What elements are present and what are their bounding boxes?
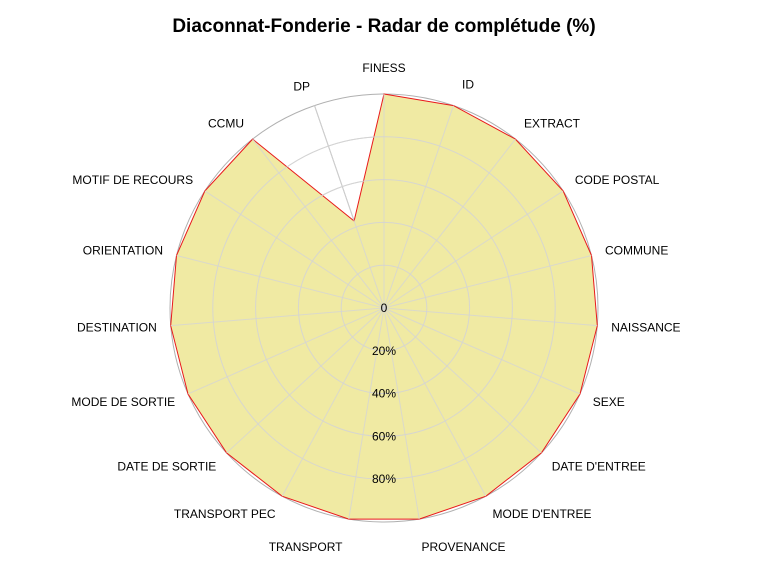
- radar-spoke-overlay: [187, 307, 385, 395]
- radar-spoke-overlay: [176, 254, 385, 309]
- radar-axis-label: COMMUNE: [605, 244, 668, 258]
- radar-axis-label: PROVENANCE: [422, 540, 506, 554]
- radar-axis-label: ID: [462, 78, 474, 92]
- radar-axis-label: TRANSPORT PEC: [174, 507, 276, 521]
- radar-axis-label: DESTINATION: [77, 320, 157, 334]
- radar-spoke-overlay: [383, 307, 420, 520]
- radar-axis-label: EXTRACT: [524, 116, 581, 130]
- radar-grid-ring-overlay: [212, 136, 556, 480]
- radar-axis-label: MODE DE SORTIE: [71, 395, 175, 409]
- radar-tick-label: 0: [381, 301, 388, 315]
- radar-axis-label: MOTIF DE RECOURS: [72, 173, 193, 187]
- radar-area: [170, 93, 598, 520]
- radar-spoke-overlay: [383, 307, 542, 454]
- radar-axis-label: ORIENTATION: [83, 244, 163, 258]
- radar-spoke-overlay: [170, 307, 385, 327]
- chart-title: Diaconnat-Fonderie - Radar de complétude…: [172, 16, 596, 37]
- radar-axis-label: TRANSPORT: [269, 540, 343, 554]
- radar-tick-label: 40%: [372, 387, 396, 401]
- radar-axis-label: SEXE: [593, 395, 625, 409]
- radar-axis-labels: FINESS ID EXTRACT CODE POSTAL COMMUNE NAISSAN…: [71, 61, 680, 554]
- radar-axis-label: FINESS: [362, 61, 405, 75]
- radar-spoke-overlay: [348, 307, 385, 520]
- radar-axis-label: CODE POSTAL: [575, 173, 660, 187]
- radar-grid-ring-overlay: [255, 179, 513, 437]
- radar-axis-label: MODE D'ENTREE: [493, 507, 592, 521]
- radar-axis-label: DATE DE SORTIE: [117, 460, 216, 474]
- radar-spoke-overlay: [383, 190, 564, 309]
- radar-axis-label: CCMU: [208, 116, 244, 130]
- radar-tick-label: 60%: [372, 429, 396, 443]
- radar-tick-label: 20%: [372, 344, 396, 358]
- radar-grid-ring-overlay: [340, 264, 428, 352]
- radar-tick-labels: 0 20% 40% 60% 80%: [372, 301, 396, 486]
- radar-spoke-overlay: [383, 105, 454, 309]
- radar-spoke-overlay: [281, 307, 385, 497]
- radar-spoke-overlay: [383, 138, 516, 309]
- radar-spoke-overlay: [383, 307, 581, 395]
- radar-axis-label: DATE D'ENTREE: [552, 460, 646, 474]
- radar-spoke-overlay: [383, 307, 487, 497]
- radar-axis-label: NAISSANCE: [611, 320, 680, 334]
- radar-spoke-overlay: [252, 138, 385, 309]
- radar-spoke-overlay: [204, 190, 385, 309]
- radar-tick-label: 80%: [372, 472, 396, 486]
- radar-spoke-overlay: [383, 254, 592, 309]
- radar-spoke-overlay: [383, 307, 598, 327]
- radar-axis-label: DP: [293, 80, 310, 94]
- radar-spoke-overlay: [226, 307, 385, 454]
- radar-spoke-overlay: [314, 105, 385, 309]
- radar-grid-ring-overlay: [297, 221, 471, 395]
